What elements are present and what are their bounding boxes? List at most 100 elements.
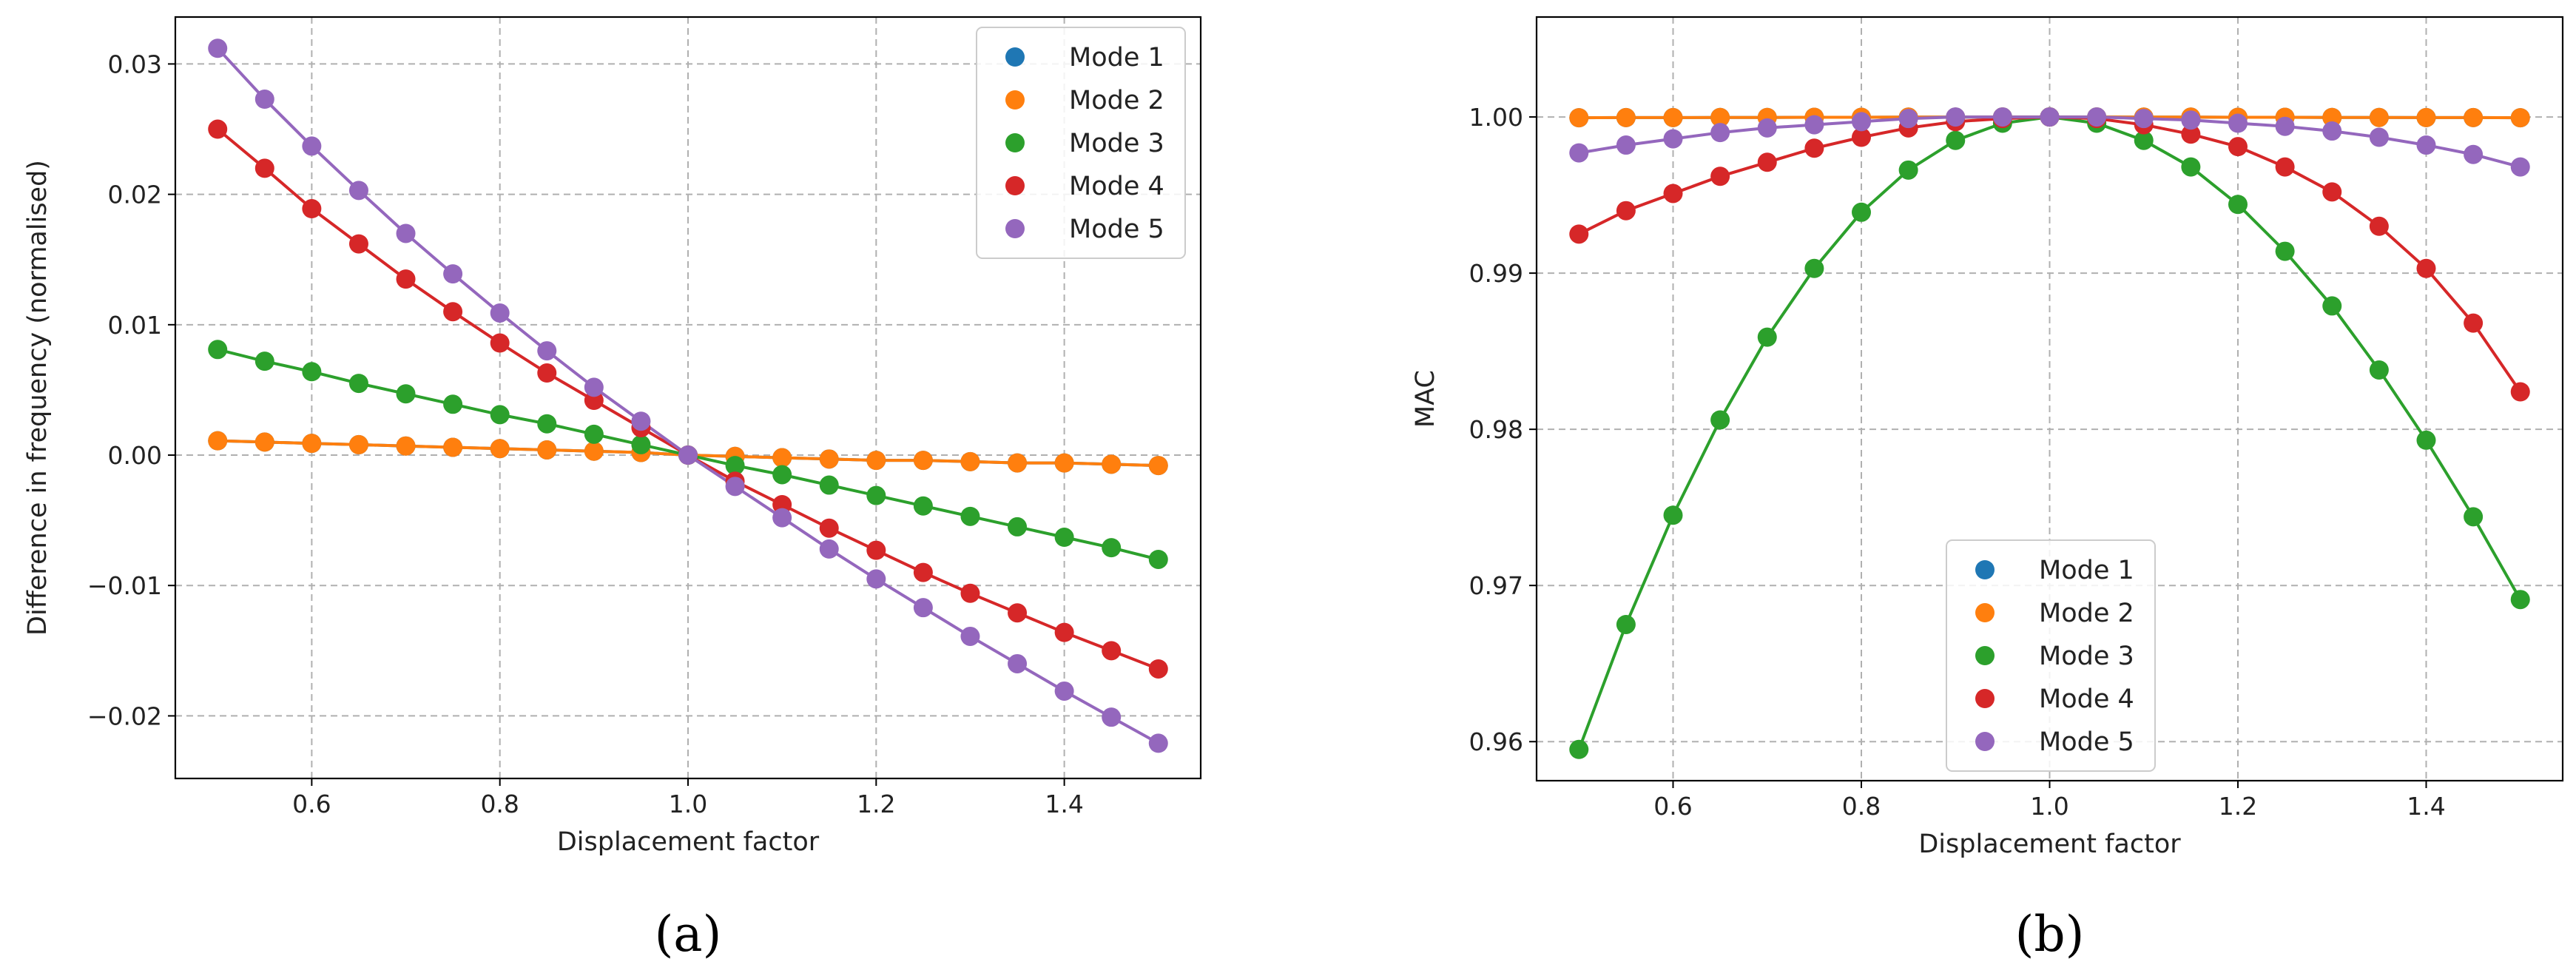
chart-a-data-point xyxy=(866,485,886,505)
chart-a-data-point xyxy=(866,569,886,589)
chart-a-points xyxy=(208,38,1168,753)
chart-a-data-point xyxy=(1008,653,1028,673)
chart-a-data-point xyxy=(819,449,839,469)
chart-a-data-point xyxy=(584,377,604,397)
chart-a-data-point xyxy=(302,136,322,156)
chart-a-data-point xyxy=(1054,681,1074,701)
chart-a-data-point xyxy=(584,441,604,461)
chart-a-data-point xyxy=(537,440,557,460)
chart-a-data-point xyxy=(960,451,980,471)
chart-b-y-tick-label: 0.96 xyxy=(1469,727,1523,756)
chart-b-y-tick-label: 0.97 xyxy=(1469,571,1523,600)
chart-b-x-tick-label: 0.8 xyxy=(1842,792,1881,821)
chart-a-data-point xyxy=(725,456,745,476)
chart-a-data-point xyxy=(254,432,274,452)
chart-a-data-point xyxy=(490,333,510,353)
chart-a-data-point xyxy=(960,626,980,646)
chart-a-data-point xyxy=(348,234,368,254)
chart-b-data-point xyxy=(1804,258,1824,278)
chart-b-legend-marker xyxy=(1975,603,1995,622)
chart-b-y-tick-label: 1.00 xyxy=(1469,103,1523,132)
chart-b-data-point xyxy=(1804,138,1824,158)
chart-a-data-point xyxy=(584,424,604,444)
chart-a-data-point xyxy=(819,539,839,559)
chart-b-data-point xyxy=(2322,121,2342,141)
chart-a-x-tick-label: 1.4 xyxy=(1045,790,1083,818)
chart-a-data-point xyxy=(1148,456,1168,476)
chart-a-data-point xyxy=(396,384,416,404)
chart-b-data-point xyxy=(2416,430,2436,450)
chart-b-data-point xyxy=(2040,107,2060,127)
chart-b-data-point xyxy=(1663,107,1683,127)
chart-b-data-point xyxy=(1569,224,1589,244)
chart-b-y-tick-label: 0.98 xyxy=(1469,415,1523,444)
chart-a-data-point xyxy=(960,583,980,603)
chart-a-data-point xyxy=(913,496,933,516)
chart-a-x-tick-label: 0.6 xyxy=(292,790,331,818)
chart-a-y-tick-label: 0.01 xyxy=(108,311,162,340)
chart-a: 0.6 0.8 1.0 1.2 1.4 −0.02 −0.01 0.00 0.01 0.02 0.0… xyxy=(23,16,1202,963)
chart-b-data-point xyxy=(1710,410,1730,430)
chart-a-data-point xyxy=(1008,517,1028,536)
chart-a-data-point xyxy=(208,38,228,58)
chart-a-data-point xyxy=(1008,603,1028,623)
chart-b-data-point xyxy=(1616,107,1636,127)
chart-a-data-point xyxy=(631,434,651,454)
chart-a-data-point xyxy=(537,341,557,361)
chart-a-legend-marker xyxy=(1005,176,1025,195)
chart-b-data-point xyxy=(2181,124,2201,144)
chart-b-data-point xyxy=(2416,107,2436,127)
chart-b-data-point xyxy=(2322,107,2342,127)
chart-a-legend: Mode 1 Mode 2 Mode 3 Mode 4 Mode 5 xyxy=(976,27,1186,259)
chart-b-x-tick-label: 1.2 xyxy=(2219,792,2257,821)
chart-a-data-point xyxy=(772,465,792,485)
chart-b-data-point xyxy=(2134,130,2154,150)
chart-b-data-point xyxy=(1898,109,1918,129)
chart-a-data-point xyxy=(866,451,886,471)
chart-a-ticks: 0.6 0.8 1.0 1.2 1.4 −0.02 −0.01 0.00 0.01 0.02 0.0… xyxy=(87,50,1084,818)
chart-b-legend-label: Mode 4 xyxy=(2039,684,2134,714)
chart-a-data-point xyxy=(443,394,463,414)
chart-a-data-point xyxy=(772,448,792,468)
chart-a-data-point xyxy=(1054,453,1074,473)
chart-b-data-point xyxy=(1852,112,1872,132)
chart-a-legend-marker xyxy=(1005,133,1025,152)
chart-b-points xyxy=(1569,107,2530,759)
chart-a-data-point xyxy=(631,411,651,431)
chart-a-y-tick-label: 0.03 xyxy=(108,50,162,78)
chart-a-y-tick-label: −0.02 xyxy=(87,702,162,730)
chart-a-x-tick-label: 1.2 xyxy=(857,790,895,818)
chart-a-legend-label: Mode 3 xyxy=(1069,129,1164,158)
chart-b-data-point xyxy=(1616,614,1636,634)
chart-b-legend-label: Mode 2 xyxy=(2039,599,2134,628)
chart-b-legend-label: Mode 3 xyxy=(2039,642,2134,671)
chart-b-x-axis-label: Displacement factor xyxy=(1918,830,2181,859)
chart-b-data-point xyxy=(1852,202,1872,222)
chart-b-data-point xyxy=(1710,107,1730,127)
chart-b-data-point xyxy=(1710,123,1730,143)
chart-a-panel-label: (a) xyxy=(655,906,722,963)
chart-b-legend-label: Mode 1 xyxy=(2039,556,2134,585)
chart-a-data-point xyxy=(1054,528,1074,548)
chart-b-legend-marker xyxy=(1975,689,1995,708)
chart-b-data-point xyxy=(2275,157,2295,177)
chart-b: 0.6 0.8 1.0 1.2 1.4 0.96 0.97 0.98 0.99 1.00 Disp… xyxy=(1411,16,2564,963)
chart-b-data-point xyxy=(2181,110,2201,130)
chart-b-data-point xyxy=(1569,143,1589,163)
chart-b-data-point xyxy=(2416,135,2436,155)
chart-b-data-point xyxy=(2322,296,2342,316)
chart-b-panel-label: (b) xyxy=(2015,906,2085,963)
chart-b-data-point xyxy=(2464,507,2484,527)
chart-a-legend-label: Mode 4 xyxy=(1069,172,1164,201)
chart-b-legend-marker xyxy=(1975,732,1995,751)
chart-a-data-point xyxy=(1148,659,1168,679)
chart-a-data-point xyxy=(443,437,463,457)
chart-b-data-point xyxy=(2134,109,2154,129)
chart-a-legend-marker xyxy=(1005,90,1025,110)
chart-b-legend-label: Mode 5 xyxy=(2039,727,2134,757)
chart-b-data-point xyxy=(2464,313,2484,333)
chart-b-data-point xyxy=(2275,241,2295,261)
chart-b-data-point xyxy=(1946,107,1966,127)
chart-b-data-point xyxy=(1663,184,1683,203)
